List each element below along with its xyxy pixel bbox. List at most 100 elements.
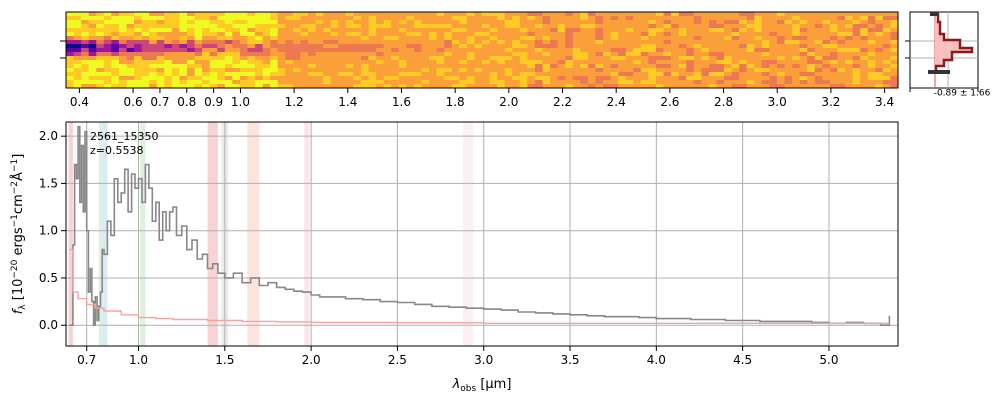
heatmap-cell	[262, 12, 271, 17]
heatmap-cell	[610, 20, 619, 25]
heatmap-cell	[550, 32, 559, 37]
heatmap-cell	[693, 20, 702, 25]
heatmap-cell	[300, 40, 309, 45]
heatmap-cell	[202, 68, 211, 73]
heatmap-cell	[179, 32, 188, 37]
heatmap-cell	[882, 84, 891, 89]
heatmap-cell	[421, 76, 430, 81]
heatmap-cell	[776, 16, 785, 21]
heatmap-cell	[799, 68, 808, 73]
heatmap-cell	[565, 80, 574, 85]
heatmap-cell	[482, 60, 490, 65]
heatmap-cell	[444, 32, 453, 37]
heatmap-cell	[474, 72, 483, 77]
heatmap-cell	[338, 68, 347, 73]
heatmap-cell	[338, 40, 347, 45]
heatmap-cell	[580, 12, 589, 17]
heatmap-cell	[330, 76, 339, 81]
heatmap-cell	[436, 36, 445, 41]
heatmap-cell	[81, 80, 90, 85]
heatmap-cell	[421, 24, 430, 29]
heatmap-cell	[164, 32, 173, 37]
heatmap-cell	[149, 76, 158, 81]
heatmap-cell	[149, 28, 158, 33]
heatmap-cell	[345, 16, 354, 21]
heatmap-cell	[459, 48, 468, 53]
heatmap-cell	[603, 32, 611, 37]
heatmap-cell	[353, 20, 362, 25]
heatmap-cell	[527, 76, 536, 81]
heatmap-cell	[565, 32, 574, 37]
heatmap-cell	[519, 24, 528, 29]
heatmap-cell	[776, 56, 785, 61]
heatmap-cell	[300, 52, 309, 57]
heatmap-cell	[73, 56, 82, 61]
heatmap-cell	[867, 72, 876, 77]
heatmap-cell	[890, 68, 899, 73]
heatmap-cell	[141, 32, 150, 37]
heatmap-cell	[550, 80, 559, 85]
heatmap-cell	[209, 44, 218, 49]
heatmap-cell	[557, 12, 566, 17]
heatmap-cell	[890, 56, 899, 61]
heatmap-cell	[519, 80, 528, 85]
heatmap-cell	[187, 24, 195, 29]
heatmap-cell	[164, 68, 173, 73]
heatmap-cell	[383, 56, 392, 61]
heatmap-cell	[376, 68, 385, 73]
heatmap-cell	[308, 48, 316, 53]
heatmap-cell	[270, 84, 279, 89]
heatmap-cell	[111, 24, 120, 29]
heatmap-cell	[648, 52, 657, 57]
heatmap-cell	[655, 40, 664, 45]
xtick-label: 1.0	[129, 353, 148, 367]
heatmap-cell	[224, 72, 233, 77]
heatmap-cell	[648, 76, 657, 81]
heatmap-cell	[814, 56, 823, 61]
heatmap-cell	[686, 16, 695, 21]
heatmap-cell	[618, 80, 627, 85]
heatmap-cell	[822, 68, 831, 73]
spectrum-2d-frame	[65, 11, 899, 89]
heatmap-cell	[134, 52, 143, 57]
heatmap-cell	[550, 40, 559, 45]
heatmap-cell	[618, 68, 627, 73]
heatmap-cell	[489, 40, 498, 45]
heatmap-cell	[209, 16, 218, 21]
heatmap-cell	[640, 16, 649, 21]
heatmap-cell	[88, 72, 97, 77]
heatmap-cell	[118, 28, 127, 33]
heatmap-cell	[724, 68, 732, 73]
heatmap-cell	[693, 52, 702, 57]
heatmap-cell	[474, 36, 483, 41]
heatmap-cell	[746, 64, 755, 69]
heatmap-cell	[255, 64, 264, 69]
heatmap-cell	[156, 16, 165, 21]
heatmap-cell	[398, 32, 407, 37]
heatmap-cell	[890, 16, 899, 21]
heatmap-cell	[232, 24, 241, 29]
ytick-label: 1.0	[39, 224, 58, 238]
heatmap-cell	[171, 36, 180, 41]
ytick-label: 0.0	[39, 318, 58, 332]
heatmap-cell	[542, 76, 551, 81]
xtick-label: 3.4	[875, 95, 894, 109]
heatmap-cell	[761, 24, 770, 29]
heatmap-cell	[451, 24, 460, 29]
heatmap-cell	[792, 24, 801, 29]
heatmap-cell	[466, 72, 475, 77]
heatmap-cell	[345, 24, 354, 29]
heatmap-cell	[88, 36, 97, 41]
heatmap-cell	[209, 20, 218, 25]
heatmap-cell	[633, 84, 642, 89]
heatmap-cell	[338, 72, 347, 77]
heatmap-cell	[338, 60, 347, 65]
heatmap-cell	[633, 32, 642, 37]
heatmap-cell	[171, 60, 180, 65]
heatmap-cell	[572, 84, 581, 89]
heatmap-cell	[746, 16, 755, 21]
heatmap-cell	[292, 32, 301, 37]
heatmap-cell	[761, 52, 770, 57]
heatmap-cell	[792, 20, 801, 25]
heatmap-cell	[413, 20, 422, 25]
